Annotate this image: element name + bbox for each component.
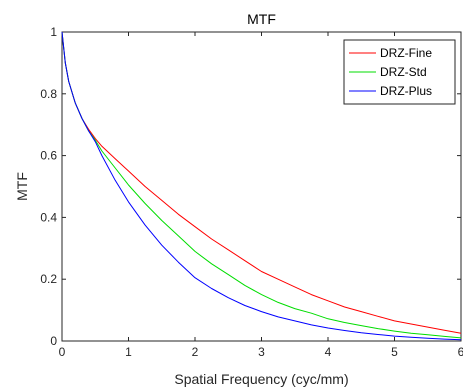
x-tick-label: 6	[458, 345, 463, 359]
y-tick-label: 0.6	[40, 149, 57, 163]
x-tick-label: 2	[192, 345, 199, 359]
x-axis-label: Spatial Frequency (cyc/mm)	[174, 371, 348, 387]
legend-label: DRZ-Std	[380, 65, 427, 79]
y-axis-label: MTF	[14, 172, 30, 201]
x-tick-label: 0	[59, 345, 66, 359]
y-tick-label: 0.2	[40, 272, 57, 286]
y-tick-label: 1	[50, 25, 57, 39]
x-tick-label: 4	[325, 345, 332, 359]
chart-title: MTF	[247, 11, 276, 27]
x-tick-label: 5	[391, 345, 398, 359]
y-tick-label: 0	[50, 334, 57, 348]
data-series	[61, 31, 462, 341]
y-tick-label: 0.4	[40, 210, 57, 224]
x-tick-label: 1	[125, 345, 132, 359]
y-tick-label: 0.8	[40, 87, 57, 101]
legend-label: DRZ-Plus	[380, 84, 432, 98]
axis-ticks: 0 1 2 3 4 5 6 0 0.2 0.4 0.6 0.8 1	[40, 25, 463, 359]
x-tick-label: 3	[258, 345, 265, 359]
series-line-drz-fine	[61, 31, 462, 334]
series-line-drz-plus	[61, 31, 462, 341]
legend-label: DRZ-Fine	[380, 46, 432, 60]
legend: DRZ-Fine DRZ-Std DRZ-Plus	[343, 39, 456, 105]
